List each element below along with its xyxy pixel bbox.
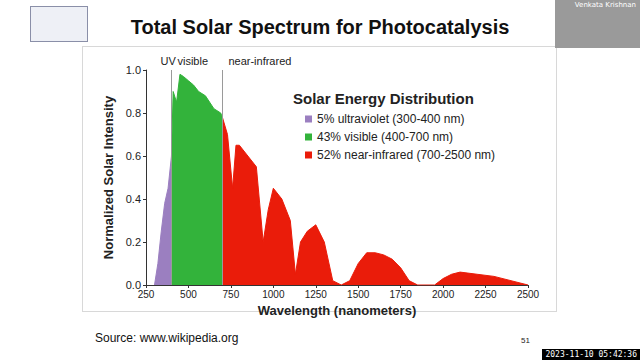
html-text:51: 51	[521, 336, 530, 345]
svg-text:0.0: 0.0	[125, 279, 141, 291]
svg-text:visible: visible	[177, 55, 208, 67]
svg-text:0.2: 0.2	[126, 236, 141, 248]
svg-text:500: 500	[180, 289, 197, 300]
svg-text:Normalized Solar Intensity: Normalized Solar Intensity	[101, 95, 116, 259]
svg-text:1.0: 1.0	[126, 64, 141, 76]
svg-text:UV: UV	[160, 55, 176, 67]
svg-text:250: 250	[138, 289, 155, 300]
svg-text:52% near-infrared (700-2500 nm: 52% near-infrared (700-2500 nm)	[317, 148, 495, 162]
svg-text:750: 750	[223, 289, 240, 300]
svg-text:Solar Energy Distribution: Solar Energy Distribution	[293, 90, 474, 107]
svg-text:0.6: 0.6	[126, 150, 141, 162]
html-text:Source: www.wikipedia.org: Source: www.wikipedia.org	[95, 331, 239, 345]
svg-text:2000: 2000	[432, 289, 455, 300]
svg-text:1500: 1500	[347, 289, 370, 300]
svg-text:Total Solar Spectrum for Photo: Total Solar Spectrum for Photocatalysis	[131, 16, 510, 38]
svg-text:Wavelength (nanometers): Wavelength (nanometers)	[258, 303, 416, 318]
svg-text:0.4: 0.4	[126, 193, 141, 205]
html-text:2023-11-10 05:42:36: 2023-11-10 05:42:36	[545, 350, 637, 359]
svg-text:2500: 2500	[517, 289, 540, 300]
svg-text:0.8: 0.8	[126, 107, 141, 119]
svg-text:1250: 1250	[305, 289, 328, 300]
html-text:Venkata Krishnan: Venkata Krishnan	[574, 1, 636, 9]
svg-text:1000: 1000	[262, 289, 285, 300]
svg-text:near-infrared: near-infrared	[228, 55, 291, 67]
svg-text:1750: 1750	[390, 289, 413, 300]
svg-text:43% visible (400-700 nm): 43% visible (400-700 nm)	[317, 130, 453, 144]
svg-text:2250: 2250	[474, 289, 497, 300]
svg-text:5% ultraviolet (300-400 nm): 5% ultraviolet (300-400 nm)	[317, 112, 464, 126]
